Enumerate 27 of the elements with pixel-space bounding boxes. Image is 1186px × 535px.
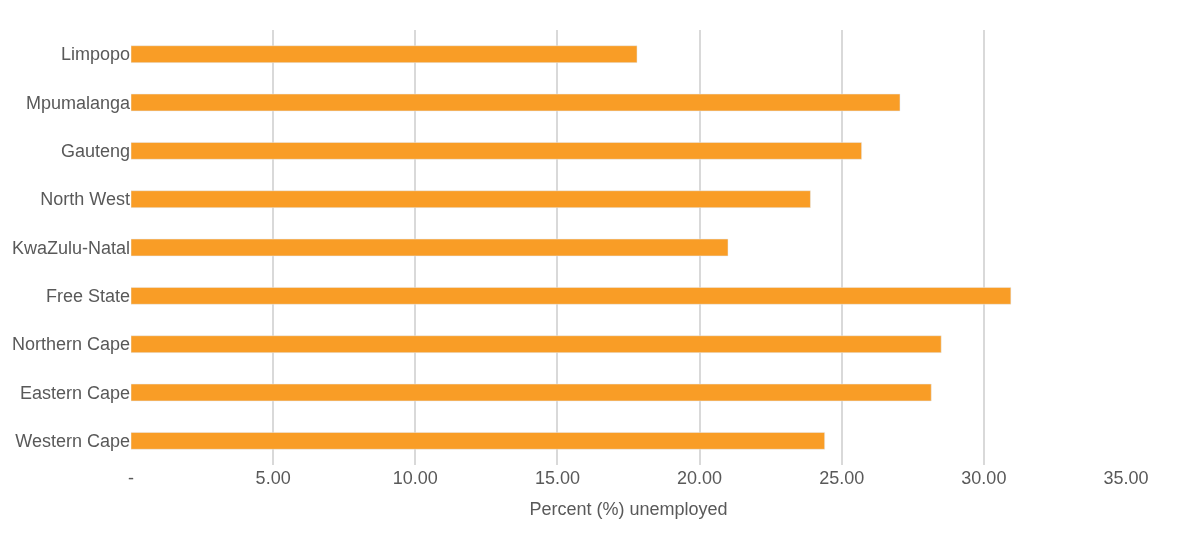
bar (131, 432, 825, 450)
bar (131, 142, 862, 160)
y-tick-label: Gauteng (60, 141, 130, 162)
bar (131, 93, 901, 112)
bar (131, 383, 932, 402)
y-tick-label: Northern Cape (11, 334, 130, 355)
x-axis-title: Percent (%) unemployed (529, 499, 728, 520)
x-tick-label: 10.00 (392, 468, 438, 488)
x-tick-label: 25.00 (819, 468, 865, 488)
x-tick-label: - (128, 468, 134, 488)
y-tick-label: Limpopo (60, 44, 130, 65)
y-tick-label: Mpumalanga (25, 92, 131, 113)
y-tick-label: North West (40, 189, 130, 210)
bar (131, 238, 729, 257)
bar (131, 190, 811, 208)
bar (131, 335, 942, 353)
y-tick-label: Eastern Cape (19, 382, 130, 403)
x-tick-label: 30.00 (961, 468, 1007, 488)
x-tick-label: 35.00 (1103, 468, 1149, 488)
x-tick-label: 15.00 (534, 468, 580, 488)
x-tick-label: 20.00 (677, 468, 723, 488)
y-tick-label: Free State (45, 286, 130, 307)
bar (131, 287, 1012, 305)
bar (131, 45, 638, 63)
x-tick-label: 5.00 (255, 468, 291, 488)
y-tick-label: KwaZulu-Natal (11, 237, 130, 258)
y-tick-label: Western Cape (15, 431, 130, 452)
